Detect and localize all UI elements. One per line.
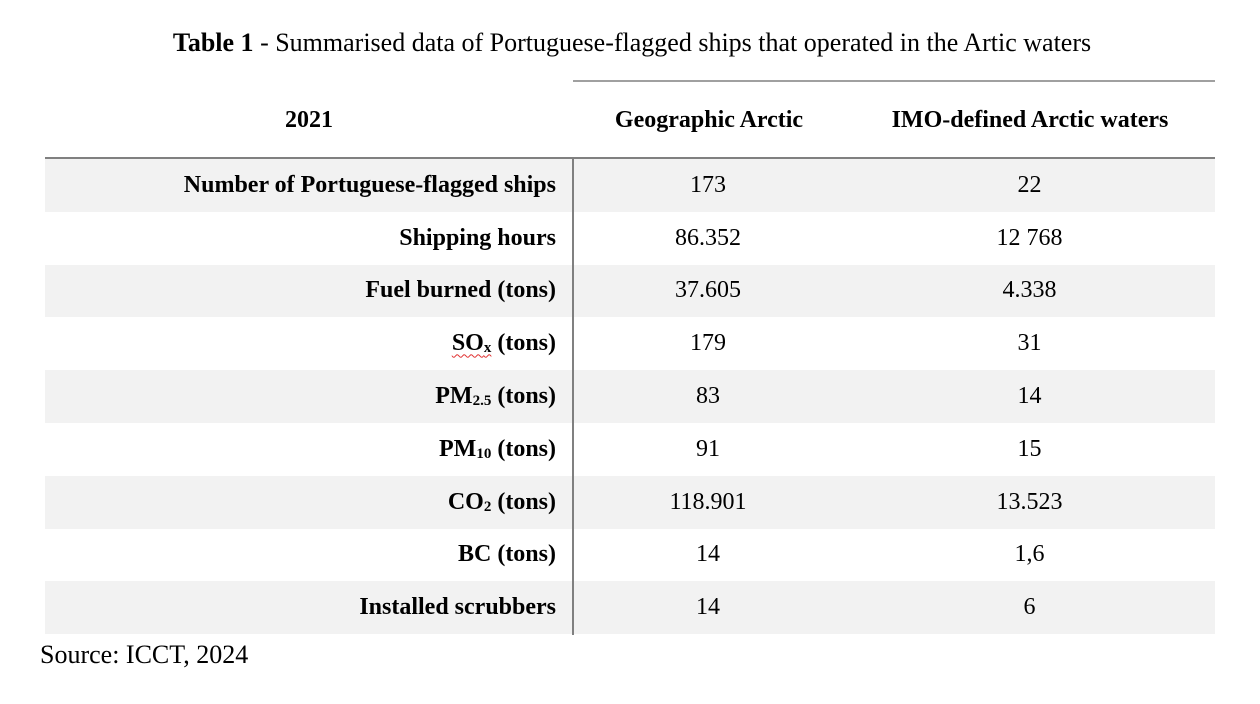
table-row: Shipping hours 86.352 12 768 (45, 212, 1215, 265)
table-number: Table 1 (172, 28, 254, 57)
header-bottom-rule (45, 157, 1215, 159)
imo-arctic-value: 22 (1017, 171, 1042, 198)
geographic-arctic-value: 118.901 (669, 488, 747, 515)
row-label-subscript: x (483, 340, 492, 357)
row-label-main: Number of Portuguese-flagged ships (183, 171, 556, 198)
header-imo-arctic: IMO-defined Arctic waters (891, 106, 1169, 133)
row-label-suffix: (tons) (491, 330, 556, 357)
row-label: Installed scrubbers (45, 594, 556, 621)
row-label-main: PM (435, 383, 473, 410)
table-row: PM2.5 (tons) 83 14 (45, 370, 1215, 423)
table-row: PM10 (tons) 91 15 (45, 423, 1215, 476)
header-geographic-arctic: Geographic Arctic (614, 106, 804, 133)
row-label: SOx (tons) (45, 330, 556, 357)
row-label-main: SO (451, 330, 484, 357)
row-label: Number of Portuguese-flagged ships (45, 172, 556, 199)
row-label-subscript: 2.5 (472, 393, 492, 410)
row-label-main: Shipping hours (399, 224, 556, 251)
imo-arctic-value: 31 (1017, 330, 1042, 357)
imo-arctic-value: 6 (1023, 594, 1036, 621)
table-row: BC (tons) 14 1,6 (45, 529, 1215, 582)
table-row: Installed scrubbers 14 6 (45, 581, 1215, 635)
table-row: CO2 (tons) 118.901 13.523 (45, 475, 1215, 529)
imo-arctic-value: 1,6 (1014, 541, 1045, 568)
geographic-arctic-value: 173 (690, 171, 726, 198)
imo-arctic-value: 15 (1017, 435, 1042, 462)
table-row: SOx (tons) 179 31 (45, 317, 1215, 370)
geographic-arctic-value: 179 (690, 330, 726, 357)
row-label-subscript: 10 (476, 445, 492, 462)
row-label-suffix: (tons) (491, 488, 556, 515)
geographic-arctic-value: 14 (696, 541, 720, 568)
table-row: Number of Portuguese-flagged ships 173 2… (45, 159, 1215, 212)
row-label: PM2.5 (tons) (45, 383, 556, 410)
header-top-rule (573, 80, 1215, 82)
row-label-suffix: (tons) (491, 383, 556, 410)
row-label-main: Fuel burned (tons) (365, 277, 556, 304)
row-label-subscript: 2 (483, 498, 492, 515)
geographic-arctic-value: 86.352 (675, 224, 741, 251)
table-body: Number of Portuguese-flagged ships 173 2… (45, 159, 1215, 635)
row-label: Shipping hours (45, 225, 556, 252)
imo-arctic-value: 12 768 (996, 224, 1063, 251)
row-label: BC (tons) (45, 541, 556, 568)
column-divider (572, 158, 574, 635)
row-label: Fuel burned (tons) (45, 277, 556, 304)
header-year: 2021 (285, 106, 333, 133)
row-label-suffix: (tons) (491, 435, 556, 462)
row-label-main: CO (447, 488, 484, 515)
row-label: PM10 (tons) (45, 436, 556, 463)
row-label-main: PM (439, 435, 477, 462)
row-label-main: Installed scrubbers (359, 594, 556, 621)
imo-arctic-value: 14 (1017, 383, 1042, 410)
table-row: Fuel burned (tons) 37.605 4.338 (45, 264, 1215, 318)
geographic-arctic-value: 83 (696, 383, 720, 410)
imo-arctic-value: 4.338 (1002, 277, 1057, 304)
imo-arctic-value: 13.523 (996, 488, 1063, 515)
row-label: CO2 (tons) (45, 489, 556, 516)
row-label-main: BC (tons) (457, 541, 556, 568)
caption-text: - Summarised data of Portuguese-flagged … (253, 28, 1092, 57)
geographic-arctic-value: 14 (696, 594, 720, 621)
table-caption: Table 1 - Summarised data of Portuguese-… (0, 28, 1260, 58)
source-note: Source: ICCT, 2024 (40, 640, 249, 669)
geographic-arctic-value: 37.605 (675, 277, 741, 304)
geographic-arctic-value: 91 (696, 435, 720, 462)
